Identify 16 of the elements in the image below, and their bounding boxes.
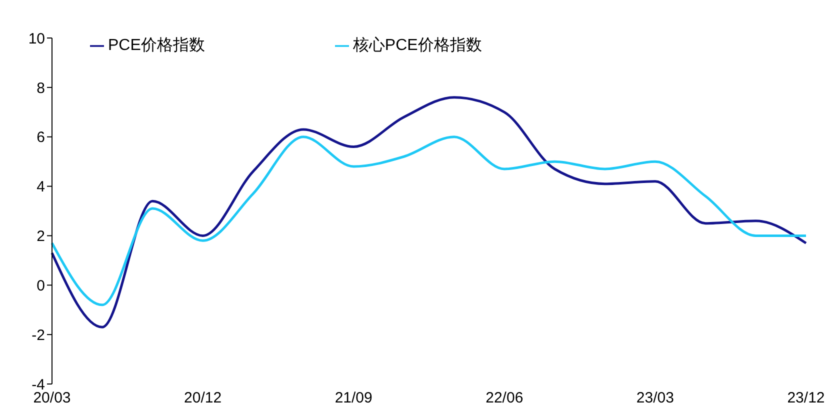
y-tick-label: -2 — [32, 326, 45, 344]
y-tick-label: 2 — [36, 228, 45, 246]
line-series — [50, 96, 808, 328]
y-tick-label: 10 — [28, 30, 45, 48]
x-tick-label: 23/03 — [636, 390, 674, 407]
y-tick-label: 6 — [36, 129, 45, 146]
legend-label: 核心PCE价格指数 — [352, 37, 482, 54]
y-tick-label: 4 — [36, 178, 45, 196]
x-tick-label: 22/06 — [486, 390, 524, 407]
y-tick-label: 0 — [36, 277, 45, 294]
x-tick-label: 21/09 — [334, 390, 372, 407]
x-tick-label: 23/12 — [787, 390, 825, 407]
x-tick-label: 20/12 — [184, 390, 222, 407]
y-tick-label: 8 — [36, 80, 45, 97]
legend-label: PCE价格指数 — [108, 37, 205, 54]
line-series — [50, 136, 808, 306]
